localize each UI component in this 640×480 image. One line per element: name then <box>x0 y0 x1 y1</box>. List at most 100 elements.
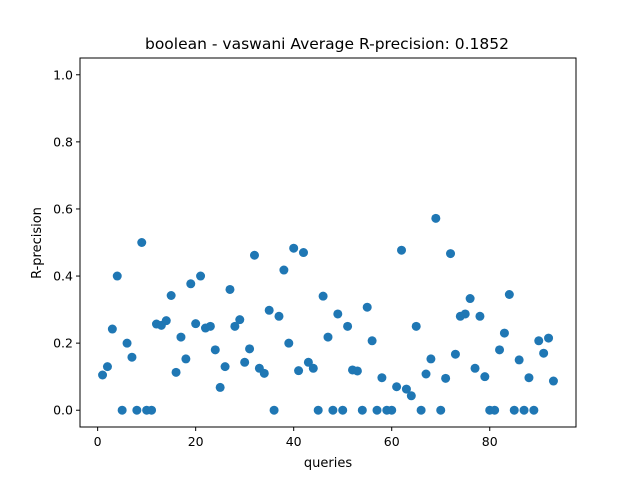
data-point <box>240 357 250 367</box>
plot-frame <box>79 57 577 428</box>
data-point <box>205 321 215 331</box>
data-points <box>98 213 558 415</box>
data-point <box>401 384 411 394</box>
data-point <box>298 248 308 258</box>
data-point <box>147 405 157 415</box>
data-point <box>171 367 181 377</box>
data-point <box>343 321 353 331</box>
data-point <box>357 405 367 415</box>
data-point <box>249 250 259 260</box>
x-axis-ticks: 0 20 40 60 80 <box>94 427 498 449</box>
data-point <box>416 405 426 415</box>
data-point <box>279 265 289 275</box>
x-tick-label: 0 <box>94 434 102 449</box>
data-point <box>529 405 539 415</box>
data-point <box>387 405 397 415</box>
data-point <box>127 352 137 362</box>
data-point <box>548 376 558 386</box>
x-axis-label: queries <box>304 456 352 471</box>
data-point <box>352 366 362 376</box>
data-point <box>191 319 201 329</box>
data-point <box>421 369 431 379</box>
data-point <box>495 345 505 355</box>
y-tick-label: 0.2 <box>53 336 73 351</box>
data-point <box>446 249 456 259</box>
data-point <box>431 213 441 223</box>
data-point <box>377 373 387 383</box>
data-point <box>406 391 416 401</box>
data-point <box>225 284 235 294</box>
data-point <box>98 370 108 380</box>
chart-title: boolean - vaswani Average R-precision: 0… <box>145 35 509 53</box>
data-point <box>137 238 147 247</box>
data-point <box>107 324 117 334</box>
data-point <box>303 357 313 367</box>
y-axis-ticks: 0.0 0.2 0.4 0.6 0.8 1.0 <box>53 67 80 418</box>
data-point <box>210 345 220 355</box>
data-point <box>313 405 323 415</box>
y-tick-label: 1.0 <box>53 67 73 82</box>
data-point <box>504 290 514 299</box>
y-tick-label: 0.6 <box>53 201 73 216</box>
data-point <box>524 373 534 383</box>
data-point <box>460 309 470 319</box>
data-point <box>269 405 279 415</box>
data-point <box>318 291 328 301</box>
data-point <box>490 405 500 415</box>
data-point <box>161 316 171 326</box>
data-point <box>259 368 269 378</box>
data-point <box>519 405 529 415</box>
data-point <box>367 336 377 346</box>
data-point <box>308 363 318 373</box>
data-point <box>122 338 132 348</box>
data-point <box>220 362 230 372</box>
data-point <box>544 333 554 343</box>
data-point <box>475 311 485 321</box>
data-point <box>362 302 372 312</box>
data-point <box>196 271 206 281</box>
data-point <box>166 291 176 300</box>
data-point <box>245 344 255 354</box>
y-tick-label: 0.8 <box>53 134 73 149</box>
data-point <box>274 311 284 321</box>
x-tick-label: 40 <box>286 434 302 449</box>
y-tick-label: 0.4 <box>53 269 73 284</box>
data-point <box>186 279 196 289</box>
data-point <box>323 332 333 342</box>
data-point <box>514 355 524 365</box>
data-point <box>117 405 127 415</box>
y-axis-label: R-precision <box>30 207 45 279</box>
data-point <box>215 382 225 392</box>
data-point <box>534 336 544 346</box>
x-tick-label: 60 <box>384 434 400 449</box>
data-point <box>112 271 122 281</box>
data-point <box>426 354 436 364</box>
data-point <box>102 362 112 372</box>
data-point <box>235 315 245 325</box>
data-point <box>436 405 446 415</box>
data-point <box>328 405 338 415</box>
data-point <box>289 243 299 253</box>
data-point <box>333 309 343 319</box>
data-point <box>509 405 519 415</box>
x-tick-label: 20 <box>188 434 204 449</box>
x-tick-label: 80 <box>482 434 498 449</box>
data-point <box>132 405 142 415</box>
data-point <box>499 328 509 338</box>
data-point <box>480 372 490 382</box>
data-point <box>181 354 191 364</box>
data-point <box>176 332 186 342</box>
data-point <box>294 366 304 376</box>
data-point <box>397 245 407 255</box>
data-point <box>264 305 274 315</box>
data-point <box>465 294 475 304</box>
data-point <box>372 405 382 415</box>
data-point <box>411 321 421 331</box>
data-point <box>441 373 451 383</box>
data-point <box>450 349 460 359</box>
y-tick-label: 0.0 <box>53 403 73 418</box>
data-point <box>230 321 240 331</box>
data-point <box>284 338 294 348</box>
data-point <box>470 363 480 373</box>
